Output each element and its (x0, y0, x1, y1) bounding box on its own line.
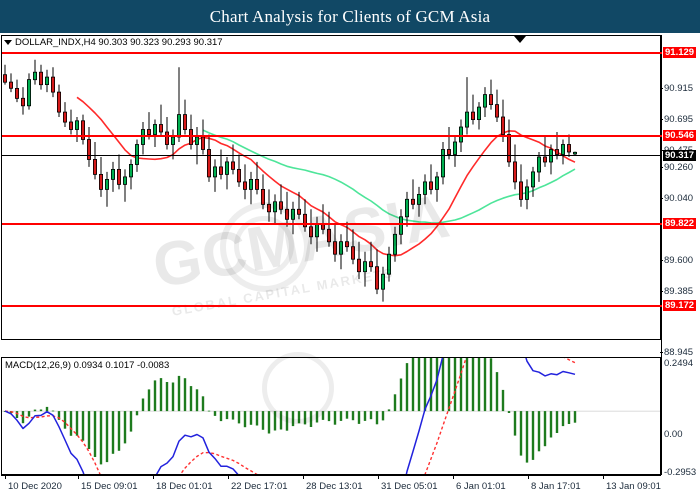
price-axis: 90.91590.69590.47590.26090.04089.60089.3… (660, 35, 699, 478)
date-axis-tick (453, 475, 454, 479)
macd-legend: MACD(12,26,9) 0.0934 0.1017 -0.0083 (5, 360, 169, 372)
price-chart-pane[interactable]: GCMASIA GLOBAL CAPITAL MARKETS (1, 35, 662, 340)
price-axis-tick: 90.260 (660, 162, 694, 173)
level-line-resistance (2, 52, 662, 54)
date-axis-tick (78, 475, 79, 479)
date-axis-label: 6 Jan 01:01 (456, 481, 506, 492)
price-axis-tick-label: 89.385 (664, 286, 694, 297)
price-axis-label-current: 90.317 (663, 150, 697, 161)
tick-dash (660, 119, 663, 120)
chevron-down-icon[interactable] (4, 39, 12, 45)
macd-pane[interactable] (1, 352, 661, 475)
macd-axis-tick: 0.00 (664, 430, 683, 440)
price-axis-label-level: 91.129 (663, 47, 697, 58)
price-axis-tick-label: 89.600 (664, 255, 694, 266)
macd-axis-tick: 0.2494 (664, 359, 693, 369)
page-title: Chart Analysis for Clients of GCM Asia (209, 7, 491, 26)
macd-series (2, 358, 660, 474)
date-axis: 10 Dec 2020 15 Dec 09:01 18 Dec 01:01 22 De… (1, 475, 699, 499)
date-axis-tick (5, 475, 6, 479)
macd-axis-tick-label: 0.2494 (664, 358, 694, 369)
date-axis-tick (153, 475, 154, 479)
price-axis-tick-label: 90.915 (664, 83, 694, 94)
price-axis-label-level: 90.546 (663, 130, 697, 141)
date-axis-label: 18 Dec 01:01 (156, 481, 213, 492)
date-axis-label: 28 Dec 13:01 (306, 481, 363, 492)
price-axis-tick: 90.040 (660, 193, 694, 204)
date-axis-label: 22 Dec 17:01 (231, 481, 288, 492)
macd-legend-text: MACD(12,26,9) 0.0934 0.1017 -0.0083 (5, 360, 170, 371)
date-axis-label: 10 Dec 2020 (8, 481, 62, 492)
title-bar: Chart Analysis for Clients of GCM Asia (0, 0, 700, 33)
level-line-resistance (2, 135, 662, 137)
symbol-legend[interactable]: DOLLAR_INDX,H4 90.303 90.323 90.293 90.3… (4, 37, 223, 49)
date-axis-tick (228, 475, 229, 479)
candlestick-series (2, 59, 578, 302)
date-axis-tick (303, 475, 304, 479)
price-axis-tick-label: 90.040 (664, 193, 694, 204)
price-axis-tick-label: 90.695 (664, 114, 694, 125)
date-axis-label: 13 Jan 09:01 (606, 481, 661, 492)
price-axis-tick: 89.600 (660, 255, 694, 266)
date-axis-label: 8 Jan 17:01 (531, 481, 581, 492)
date-axis-tick (603, 475, 604, 479)
chart-top-marker-icon (514, 36, 526, 43)
macd-axis-tick: -0.2953 (664, 468, 696, 478)
price-axis-tick: 88.945 (660, 347, 694, 358)
macd-axis-tick-label: 0.00 (664, 429, 683, 440)
tick-dash (660, 167, 663, 168)
price-axis-tick: 90.915 (660, 83, 694, 94)
symbol-legend-text: DOLLAR_INDX,H4 90.303 90.323 90.293 90.3… (15, 37, 223, 48)
date-axis-rule (1, 475, 661, 476)
price-axis-tick: 90.695 (660, 114, 694, 125)
date-axis-tick (378, 475, 379, 479)
price-axis-tick-label: 88.945 (664, 347, 694, 358)
tick-dash (660, 260, 663, 261)
tick-dash (660, 291, 663, 292)
date-axis-label: 15 Dec 09:01 (81, 481, 138, 492)
price-axis-label-level: 89.822 (663, 218, 697, 229)
level-line-current-price (2, 155, 662, 156)
macd-axis-tick-label: -0.2953 (664, 467, 697, 478)
level-line-support (2, 223, 662, 225)
tick-dash (660, 88, 663, 89)
date-axis-tick (528, 475, 529, 479)
tick-dash (660, 198, 663, 199)
price-axis-tick-label: 90.260 (664, 162, 694, 173)
tick-dash (660, 150, 663, 151)
price-axis-label-level: 89.172 (663, 300, 697, 311)
level-line-support (2, 305, 662, 307)
date-axis-label: 31 Dec 05:01 (381, 481, 438, 492)
tick-dash (660, 352, 663, 353)
price-axis-tick: 89.385 (660, 286, 694, 297)
